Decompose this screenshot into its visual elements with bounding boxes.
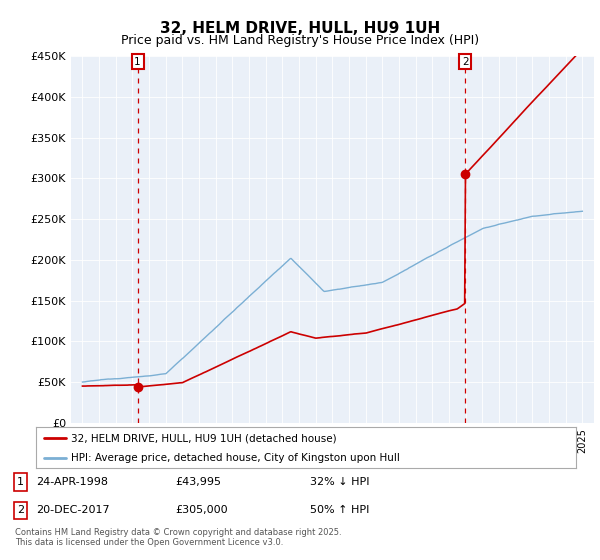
Text: 1: 1 <box>17 477 24 487</box>
Text: 32, HELM DRIVE, HULL, HU9 1UH: 32, HELM DRIVE, HULL, HU9 1UH <box>160 21 440 36</box>
Text: 20-DEC-2017: 20-DEC-2017 <box>36 506 110 515</box>
Text: Price paid vs. HM Land Registry's House Price Index (HPI): Price paid vs. HM Land Registry's House … <box>121 34 479 46</box>
Text: £305,000: £305,000 <box>175 506 227 515</box>
Text: 1: 1 <box>134 57 141 67</box>
Text: 50% ↑ HPI: 50% ↑ HPI <box>310 506 370 515</box>
Text: 2: 2 <box>17 506 24 515</box>
Text: 32% ↓ HPI: 32% ↓ HPI <box>310 477 370 487</box>
Text: Contains HM Land Registry data © Crown copyright and database right 2025.
This d: Contains HM Land Registry data © Crown c… <box>15 528 341 547</box>
Bar <box>14 502 27 519</box>
Text: 32, HELM DRIVE, HULL, HU9 1UH (detached house): 32, HELM DRIVE, HULL, HU9 1UH (detached … <box>71 433 337 443</box>
Text: HPI: Average price, detached house, City of Kingston upon Hull: HPI: Average price, detached house, City… <box>71 452 400 463</box>
Bar <box>14 473 27 491</box>
Text: £43,995: £43,995 <box>175 477 221 487</box>
Text: 2: 2 <box>462 57 469 67</box>
Text: 24-APR-1998: 24-APR-1998 <box>36 477 108 487</box>
